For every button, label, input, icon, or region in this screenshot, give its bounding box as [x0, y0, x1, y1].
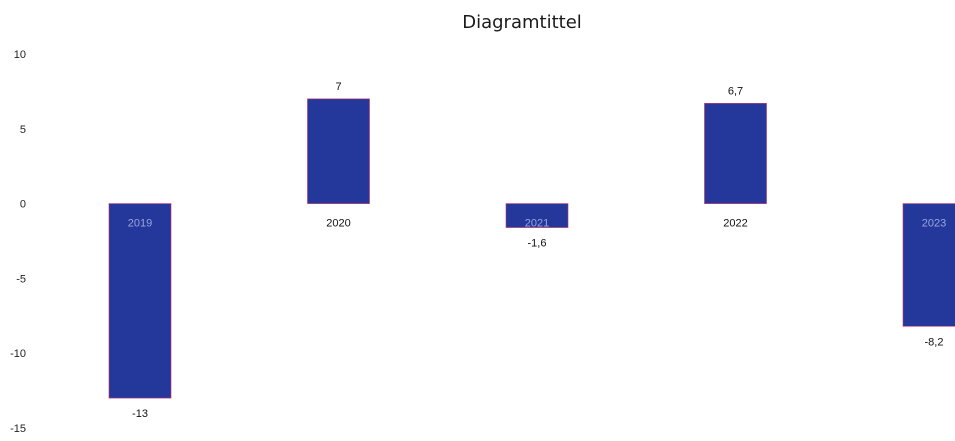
chart-title: Diagramtittel: [462, 12, 582, 33]
y-tick-label: 0: [20, 199, 26, 211]
data-label: -13: [132, 408, 148, 420]
category-label: 2021: [525, 218, 549, 230]
y-tick-label: -10: [10, 348, 26, 360]
bar: [505, 203, 569, 228]
bar: [704, 103, 767, 204]
y-tick-label: -5: [16, 273, 26, 285]
category-labels: 2019 2020 2021 2022 2023: [128, 218, 946, 230]
bar: [902, 203, 955, 327]
category-label: 2019: [128, 218, 152, 230]
data-label: -8,2: [925, 336, 944, 348]
data-label: -1,6: [528, 238, 547, 250]
data-label: 7: [335, 81, 341, 93]
bar: [108, 203, 172, 399]
y-tick-label: 5: [20, 124, 26, 136]
data-label: 6,7: [728, 85, 743, 97]
y-axis: 10 5 0 -5 -10 -15: [10, 49, 26, 435]
y-tick-label: 10: [14, 49, 26, 61]
category-label: 2020: [326, 218, 350, 230]
y-tick-label: -15: [10, 423, 26, 435]
bar: [307, 98, 370, 204]
category-label: 2022: [723, 218, 747, 230]
category-label: 2023: [922, 218, 946, 230]
data-labels: -13 7 -1,6 6,7 -8,2: [132, 81, 943, 420]
bar-series: [108, 98, 955, 399]
